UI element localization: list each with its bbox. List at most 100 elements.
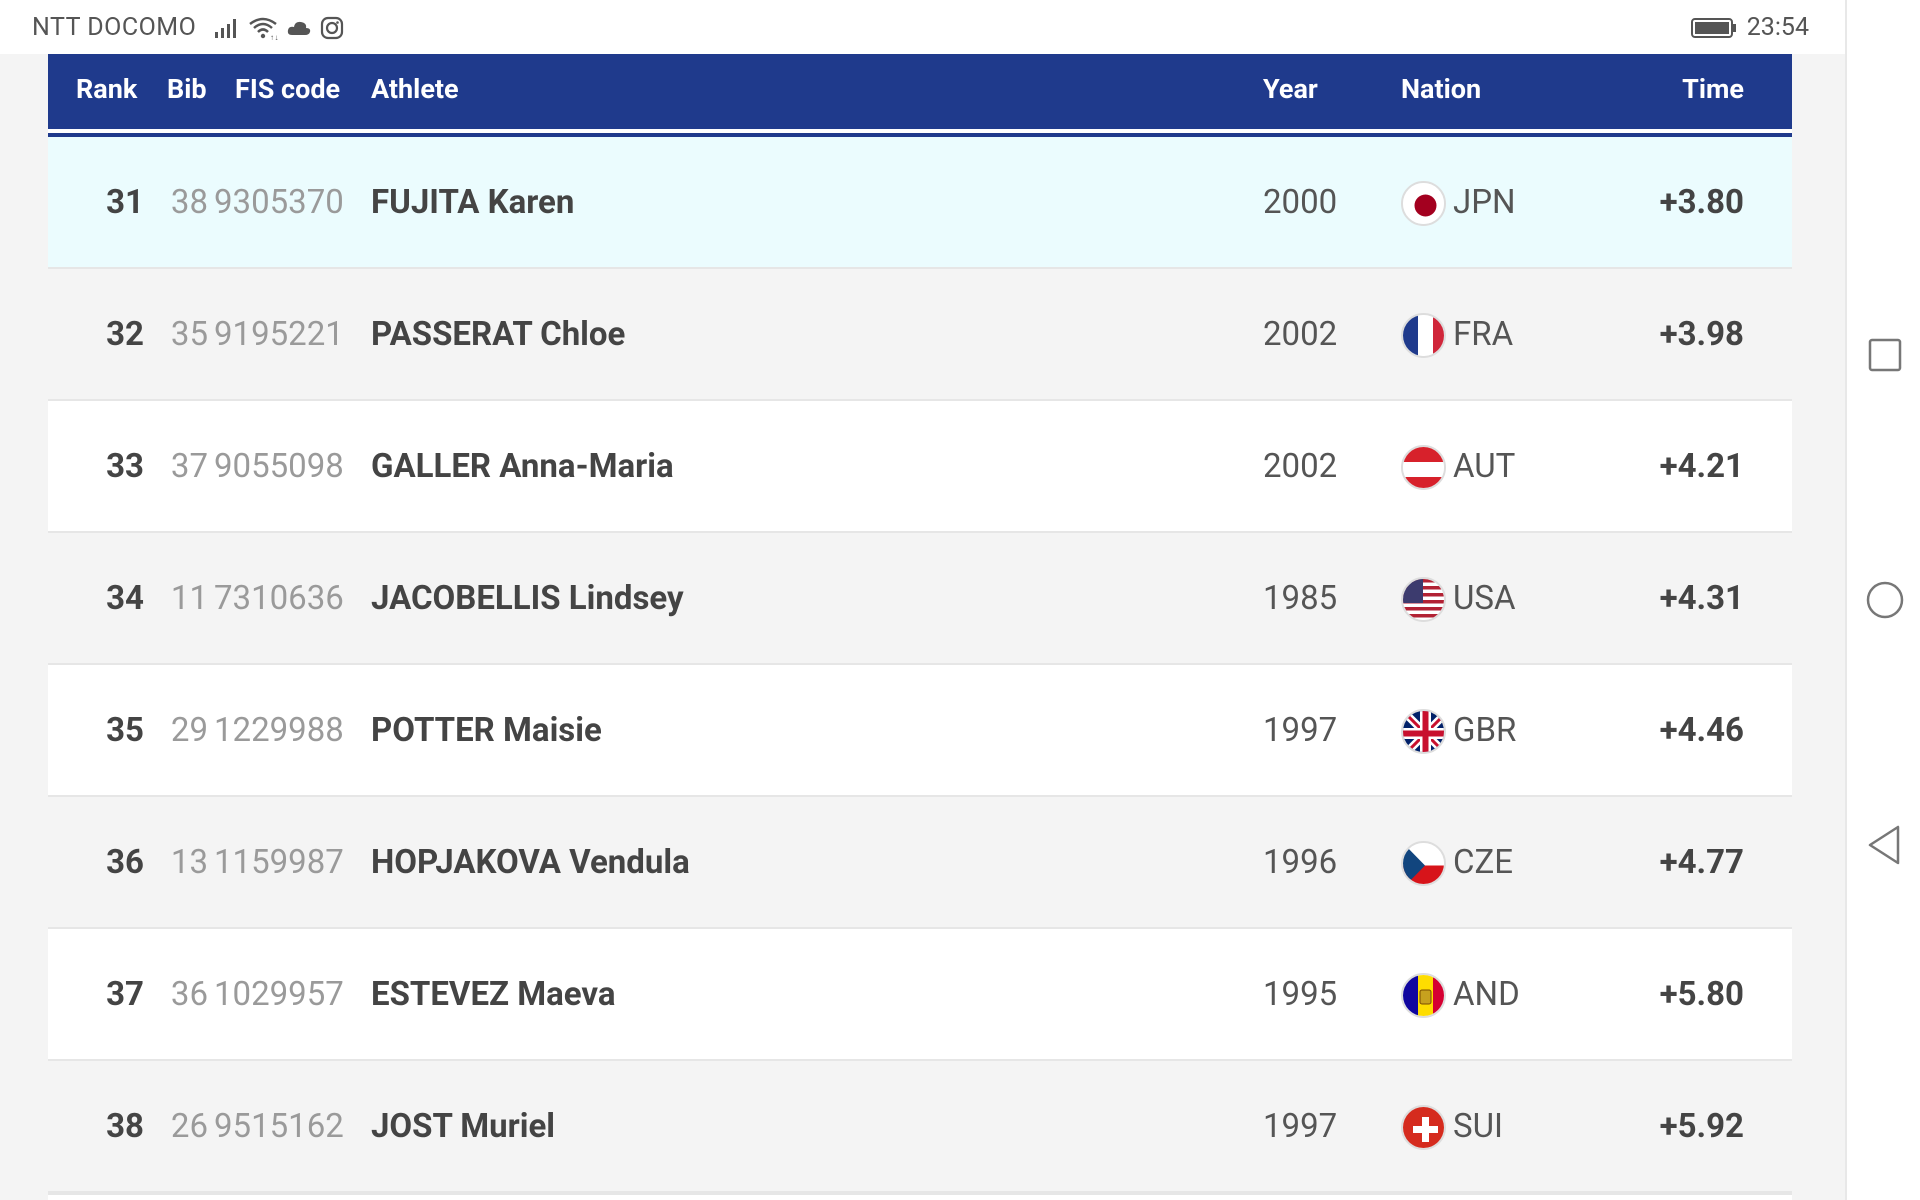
table-row-partial bbox=[48, 1193, 1792, 1200]
time-cell: +4.21 bbox=[1659, 447, 1744, 486]
table-row[interactable]: 32 35 9195221 PASSERAT Chloe 2002 FRA +3… bbox=[48, 269, 1792, 401]
header-athlete[interactable]: Athlete bbox=[371, 73, 459, 105]
rank-cell: 32 bbox=[106, 315, 144, 354]
rank-cell: 36 bbox=[106, 843, 144, 882]
bib-cell: 36 bbox=[170, 975, 208, 1014]
athlete-name[interactable]: JOST Muriel bbox=[371, 1107, 556, 1146]
nation-code: AND bbox=[1453, 975, 1520, 1014]
athlete-name[interactable]: HOPJAKOVA Vendula bbox=[371, 843, 690, 882]
rank-cell: 37 bbox=[106, 975, 144, 1014]
back-button[interactable] bbox=[1847, 815, 1920, 875]
time-cell: +4.46 bbox=[1659, 711, 1744, 750]
fra-flag-icon bbox=[1401, 313, 1446, 358]
year-cell: 1995 bbox=[1263, 975, 1338, 1014]
header-fis-code[interactable]: FIS code bbox=[235, 73, 341, 105]
athlete-name[interactable]: FUJITA Karen bbox=[371, 183, 575, 222]
time-cell: +4.77 bbox=[1659, 843, 1744, 882]
table-row[interactable]: 37 36 1029957 ESTEVEZ Maeva 1995 AND +5.… bbox=[48, 929, 1792, 1061]
fis-code-cell: 9195221 bbox=[214, 315, 344, 354]
bib-cell: 29 bbox=[170, 711, 208, 750]
bib-cell: 37 bbox=[170, 447, 208, 486]
table-row[interactable]: 36 13 1159987 HOPJAKOVA Vendula 1996 CZE… bbox=[48, 797, 1792, 929]
bib-cell: 35 bbox=[170, 315, 208, 354]
header-rank[interactable]: Rank bbox=[76, 73, 138, 105]
time-cell: +3.98 bbox=[1659, 315, 1744, 354]
wifi-icon: ↑↓ bbox=[249, 17, 278, 40]
recents-icon bbox=[1868, 338, 1901, 372]
time-cell: +4.31 bbox=[1659, 579, 1744, 618]
athlete-name[interactable]: ESTEVEZ Maeva bbox=[371, 975, 616, 1014]
header-bib[interactable]: Bib bbox=[167, 73, 207, 105]
recents-button[interactable] bbox=[1847, 325, 1920, 385]
back-icon bbox=[1868, 825, 1899, 865]
rank-cell: 31 bbox=[106, 183, 144, 222]
year-cell: 1997 bbox=[1263, 711, 1338, 750]
nation-code: GBR bbox=[1453, 711, 1517, 750]
table-row[interactable]: 31 38 9305370 FUJITA Karen 2000 JPN +3.8… bbox=[48, 137, 1792, 269]
nation-code: CZE bbox=[1453, 843, 1514, 882]
svg-text:↑↓: ↑↓ bbox=[270, 33, 278, 40]
bib-cell: 26 bbox=[170, 1107, 208, 1146]
time-cell: +5.80 bbox=[1659, 975, 1744, 1014]
header-nation[interactable]: Nation bbox=[1401, 73, 1482, 105]
status-bar: NTT DOCOMO ↑↓ bbox=[0, 0, 1845, 54]
carrier-name: NTT DOCOMO bbox=[32, 13, 197, 42]
athlete-name[interactable]: GALLER Anna-Maria bbox=[371, 447, 674, 486]
navigation-bar bbox=[1845, 0, 1920, 1200]
fis-code-cell: 7310636 bbox=[214, 579, 344, 618]
aut-flag-icon bbox=[1401, 445, 1446, 490]
status-right: 23:54 bbox=[1690, 13, 1809, 42]
athlete-name[interactable]: POTTER Maisie bbox=[371, 711, 602, 750]
usa-flag-icon bbox=[1401, 577, 1446, 622]
rank-cell: 34 bbox=[106, 579, 144, 618]
fis-code-cell: 1159987 bbox=[214, 843, 344, 882]
table-row[interactable]: 38 26 9515162 JOST Muriel 1997 SUI +5.92 bbox=[48, 1061, 1792, 1193]
year-cell: 2002 bbox=[1263, 447, 1338, 486]
year-cell: 2000 bbox=[1263, 183, 1338, 222]
fis-code-cell: 1229988 bbox=[214, 711, 344, 750]
sui-flag-icon bbox=[1401, 1105, 1446, 1150]
rank-cell: 33 bbox=[106, 447, 144, 486]
jpn-flag-icon bbox=[1401, 181, 1446, 226]
year-cell: 1985 bbox=[1263, 579, 1338, 618]
rank-cell: 38 bbox=[106, 1107, 144, 1146]
home-button[interactable] bbox=[1847, 570, 1920, 630]
rank-cell: 35 bbox=[106, 711, 144, 750]
gbr-flag-icon bbox=[1401, 709, 1446, 754]
home-icon bbox=[1866, 581, 1903, 619]
cloud-icon bbox=[288, 21, 311, 35]
nation-code: FRA bbox=[1453, 315, 1514, 354]
status-left: NTT DOCOMO ↑↓ bbox=[32, 13, 344, 42]
table-row[interactable]: 34 11 7310636 JACOBELLIS Lindsey 1985 bbox=[48, 533, 1792, 665]
header-year[interactable]: Year bbox=[1263, 73, 1318, 105]
and-flag-icon bbox=[1401, 973, 1446, 1018]
nation-code: AUT bbox=[1453, 447, 1516, 486]
signal-icon bbox=[215, 18, 237, 38]
fis-code-cell: 1029957 bbox=[214, 975, 344, 1014]
nation-code: USA bbox=[1453, 579, 1516, 618]
header-time[interactable]: Time bbox=[1682, 73, 1744, 105]
bib-cell: 11 bbox=[170, 579, 208, 618]
year-cell: 2002 bbox=[1263, 315, 1338, 354]
bib-cell: 13 bbox=[170, 843, 208, 882]
table-body: 31 38 9305370 FUJITA Karen 2000 JPN +3.8… bbox=[48, 137, 1792, 1200]
nation-code: JPN bbox=[1453, 183, 1516, 222]
nation-code: SUI bbox=[1453, 1107, 1503, 1146]
fis-code-cell: 9515162 bbox=[214, 1107, 344, 1146]
status-time: 23:54 bbox=[1746, 13, 1809, 42]
fis-code-cell: 9305370 bbox=[214, 183, 344, 222]
cze-flag-icon bbox=[1401, 841, 1446, 886]
time-cell: +3.80 bbox=[1659, 183, 1744, 222]
athlete-name[interactable]: JACOBELLIS Lindsey bbox=[371, 579, 684, 618]
athlete-name[interactable]: PASSERAT Chloe bbox=[371, 315, 626, 354]
year-cell: 1996 bbox=[1263, 843, 1338, 882]
time-cell: +5.92 bbox=[1659, 1107, 1744, 1146]
table-row[interactable]: 33 37 9055098 GALLER Anna-Maria 2002 AUT… bbox=[48, 401, 1792, 533]
fis-code-cell: 9055098 bbox=[214, 447, 344, 486]
table-header: Rank Bib FIS code Athlete Year Nation Ti… bbox=[48, 54, 1792, 133]
results-page: Rank Bib FIS code Athlete Year Nation Ti… bbox=[0, 54, 1845, 1200]
status-icons: ↑↓ bbox=[214, 16, 344, 40]
instagram-icon bbox=[321, 16, 344, 39]
table-row[interactable]: 35 29 1229988 POTTER Maisie 1997 bbox=[48, 665, 1792, 797]
battery-icon bbox=[1690, 17, 1736, 38]
